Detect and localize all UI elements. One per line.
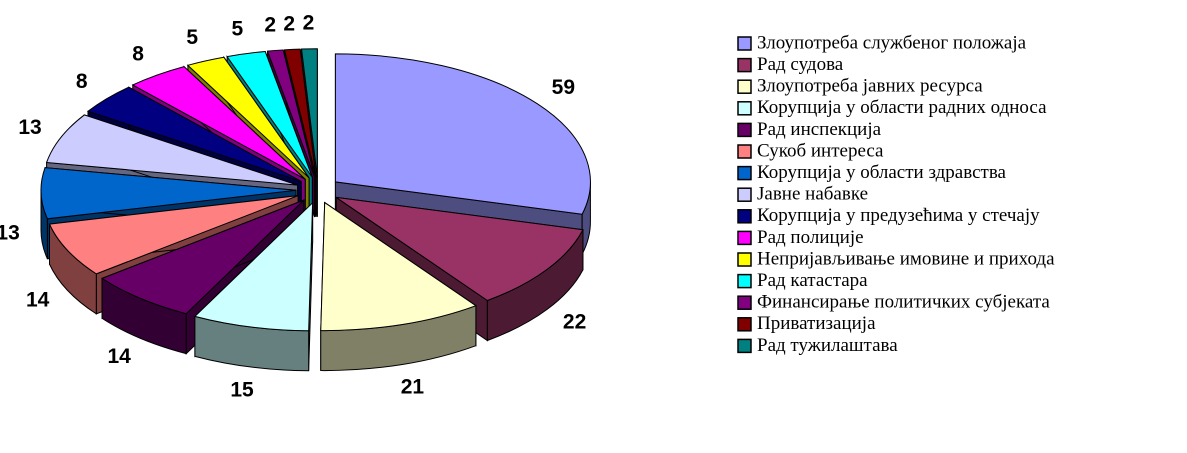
legend-swatch xyxy=(737,252,752,267)
value-label: 14 xyxy=(107,345,131,368)
legend-swatch xyxy=(737,338,752,354)
legend-label: Рад полиције xyxy=(757,227,864,248)
slice-top xyxy=(335,196,584,302)
slice xyxy=(193,201,314,372)
value-label: 5 xyxy=(186,26,198,49)
legend-swatch xyxy=(737,144,752,159)
slice-top xyxy=(300,48,318,177)
legend-label: Корупција у области здравства xyxy=(757,162,1007,183)
legend-label: Сукоб интереса xyxy=(757,140,884,161)
legend-label: Рад тужилаштава xyxy=(757,335,898,356)
slice-top xyxy=(40,167,297,220)
slice-top xyxy=(131,66,306,180)
value-label: 15 xyxy=(230,378,254,401)
slice-top xyxy=(266,49,316,178)
legend-label: Злоупотреба службеног положаја xyxy=(757,32,1027,53)
slice-top xyxy=(320,201,477,332)
legend-swatch xyxy=(737,187,752,202)
slice-top xyxy=(86,86,302,182)
legend-label: Финансирање политичких субјеката xyxy=(757,292,1050,313)
legend-label: Непријављивање имовине и прихода xyxy=(757,248,1055,269)
legend-swatch xyxy=(737,165,752,181)
legend-label: Рад инспекција xyxy=(757,119,882,140)
legend-swatch xyxy=(737,230,752,246)
legend-swatch xyxy=(737,295,752,310)
legend-swatch xyxy=(737,209,752,224)
slice-top xyxy=(193,201,314,332)
legend-label: Јавне набавке xyxy=(757,184,868,205)
slice-top xyxy=(48,195,299,275)
legend-swatch xyxy=(737,36,752,51)
value-label: 13 xyxy=(0,221,20,244)
legend-swatch xyxy=(737,79,752,94)
legend-swatch xyxy=(737,122,752,138)
legend-label: Рад катастара xyxy=(757,270,868,291)
value-label: 14 xyxy=(26,288,50,311)
slice-top xyxy=(283,48,317,177)
legend-label: Злоупотреба јавних ресурса xyxy=(757,76,983,97)
legend-label: Корупција у области радних односа xyxy=(757,97,1047,118)
slice xyxy=(320,201,477,372)
slice-top xyxy=(334,53,591,215)
value-label: 5 xyxy=(232,17,244,40)
slice-top xyxy=(100,199,305,315)
legend-swatch xyxy=(737,273,752,289)
legend-swatch xyxy=(737,57,752,73)
legend-label: Приватизација xyxy=(757,313,876,334)
value-label: 22 xyxy=(563,311,586,334)
value-label: 59 xyxy=(552,76,575,99)
legend-swatch xyxy=(737,317,752,332)
value-label: 13 xyxy=(18,116,41,139)
slice-top xyxy=(45,114,298,186)
value-label: 8 xyxy=(132,42,144,65)
legend-label: Корупција у предузећима у стечају xyxy=(757,205,1040,226)
legend-label: Рад судова xyxy=(757,54,844,75)
value-label: 2 xyxy=(303,12,315,35)
value-label: 21 xyxy=(401,376,425,399)
value-label: 2 xyxy=(264,14,276,37)
value-label: 8 xyxy=(76,70,88,93)
value-label: 2 xyxy=(283,12,295,35)
slice-top xyxy=(186,56,310,179)
slice-top xyxy=(226,50,313,178)
legend-swatch xyxy=(737,101,752,116)
